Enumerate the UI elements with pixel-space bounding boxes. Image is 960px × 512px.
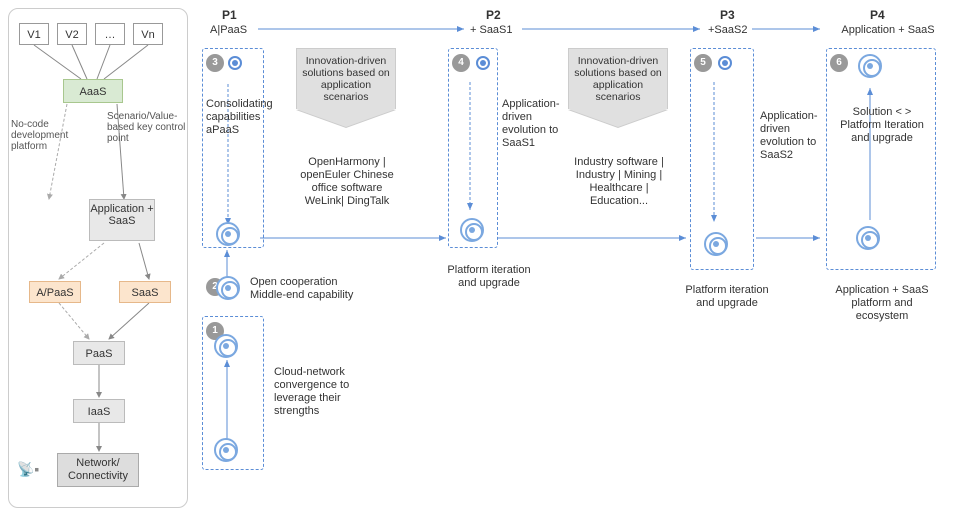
p4-ecosystem: Application + SaaS platform and ecosyste… bbox=[830, 284, 934, 323]
box-3 bbox=[202, 48, 264, 248]
vn-box: Vn bbox=[133, 23, 163, 45]
box5-text: Application-driven evolution to SaaS2 bbox=[760, 110, 826, 162]
v-dots-box: … bbox=[95, 23, 125, 45]
p3-header: P3 bbox=[720, 8, 735, 22]
p2-sub: + SaaS1 bbox=[470, 24, 513, 36]
target-icon bbox=[718, 56, 732, 70]
p4-sub: Application + SaaS bbox=[828, 24, 948, 36]
p1-sub: A|PaaS bbox=[210, 24, 247, 36]
aaas-box: AaaS bbox=[63, 79, 123, 103]
target-icon bbox=[704, 232, 728, 256]
box4-text: Application-driven evolution to SaaS1 bbox=[502, 98, 562, 150]
target-icon bbox=[460, 218, 484, 242]
target-icon bbox=[228, 56, 242, 70]
target-icon bbox=[214, 438, 238, 462]
target-icon bbox=[856, 226, 880, 250]
tower-icon: 📡▪ bbox=[17, 461, 39, 478]
p4-header: P4 bbox=[870, 8, 885, 22]
badge-5: 5 bbox=[694, 54, 712, 72]
target-icon bbox=[214, 334, 238, 358]
box1-text: Cloud-network convergence to leverage th… bbox=[274, 366, 364, 418]
saas-box: SaaS bbox=[119, 281, 171, 303]
p3-platform-iter: Platform iteration and upgrade bbox=[682, 284, 772, 310]
p1-header: P1 bbox=[222, 8, 237, 22]
target-icon bbox=[216, 222, 240, 246]
iaas-box: IaaS bbox=[73, 399, 125, 423]
arrow1-body: OpenHarmony | openEuler Chinese office s… bbox=[296, 156, 398, 208]
nocode-label: No-code development platform bbox=[11, 119, 69, 152]
badge-4: 4 bbox=[452, 54, 470, 72]
apaas-box: A/PaaS bbox=[29, 281, 81, 303]
box3-text: Consolidating capabilities aPaaS bbox=[206, 98, 286, 137]
v1-box: V1 bbox=[19, 23, 49, 45]
arrow2-body: Industry software | Industry | Mining | … bbox=[568, 156, 670, 208]
badge-6: 6 bbox=[830, 54, 848, 72]
target-icon bbox=[216, 276, 240, 300]
box6-text: Solution < > Platform Iteration and upgr… bbox=[832, 106, 932, 145]
box2-text: Open cooperation Middle-end capability bbox=[250, 276, 370, 302]
target-icon bbox=[858, 54, 882, 78]
target-icon bbox=[476, 56, 490, 70]
paas-box: PaaS bbox=[73, 341, 125, 365]
network-box: Network/ Connectivity bbox=[57, 453, 139, 487]
badge-3: 3 bbox=[206, 54, 224, 72]
v2-box: V2 bbox=[57, 23, 87, 45]
scenario-label: Scenario/Value-based key control point bbox=[107, 111, 187, 144]
app-saas-box: Application + SaaS bbox=[89, 199, 155, 241]
innovation-arrow-1: Innovation-driven solutions based on app… bbox=[296, 48, 396, 127]
p2-platform-iter: Platform iteration and upgrade bbox=[444, 264, 534, 290]
left-stack-panel: V1 V2 … Vn AaaS No-code development plat… bbox=[8, 8, 188, 508]
arrow1-head: Innovation-driven solutions based on app… bbox=[296, 48, 396, 109]
p2-header: P2 bbox=[486, 8, 501, 22]
innovation-arrow-2: Innovation-driven solutions based on app… bbox=[568, 48, 668, 127]
p3-sub: +SaaS2 bbox=[708, 24, 747, 36]
box-6 bbox=[826, 48, 936, 270]
arrow2-head: Innovation-driven solutions based on app… bbox=[568, 48, 668, 109]
